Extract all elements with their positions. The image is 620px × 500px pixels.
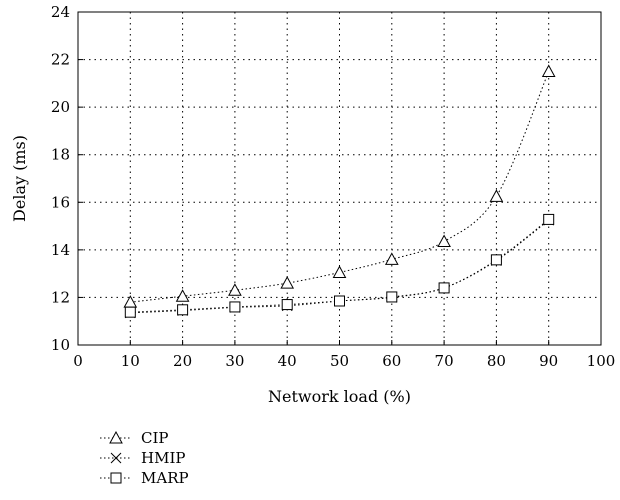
x-tick-label: 50	[330, 352, 349, 370]
data-point-cip	[228, 283, 242, 296]
data-point-marp	[386, 291, 398, 303]
x-tick-label: 100	[587, 352, 616, 370]
legend-item-cip: CIP	[100, 429, 169, 447]
legend-label: HMIP	[141, 449, 185, 467]
data-point-cip	[489, 189, 504, 202]
legend-marker-cip	[109, 430, 123, 444]
data-point-marp	[229, 301, 241, 313]
x-tick-label: 80	[487, 352, 506, 370]
x-tick-label: 10	[121, 352, 140, 370]
legend-item-hmip: HMIP	[100, 449, 185, 467]
series-line-marp	[130, 219, 550, 313]
series-line-cip	[130, 71, 550, 303]
data-point-cip	[541, 64, 556, 77]
legend: CIP HMIP MARP	[100, 429, 189, 487]
y-tick-label: 10	[51, 336, 70, 354]
legend-marker-hmip	[110, 452, 122, 464]
legend-label: MARP	[141, 469, 189, 487]
y-tick-label: 20	[51, 98, 70, 116]
y-tick-label: 18	[51, 146, 70, 164]
y-tick-label: 16	[51, 193, 70, 211]
data-point-marp	[490, 254, 502, 266]
y-tick-label: 24	[51, 3, 70, 21]
series-line-hmip	[130, 219, 550, 314]
data-point-cip	[332, 265, 347, 278]
series-lines	[130, 71, 550, 314]
data-point-marp	[438, 282, 450, 294]
series-markers	[123, 64, 556, 319]
legend-item-marp: MARP	[100, 469, 189, 487]
data-point-marp	[177, 304, 189, 316]
data-point-cip	[280, 276, 295, 289]
grid	[78, 12, 601, 345]
y-tick-label: 12	[51, 288, 70, 306]
y-tick-label: 22	[51, 51, 70, 69]
y-tick-label: 14	[51, 241, 70, 259]
x-axis-title: Network load (%)	[268, 387, 411, 406]
legend-label: CIP	[141, 429, 169, 447]
data-point-marp	[334, 295, 345, 307]
x-tick-label: 20	[173, 352, 192, 370]
x-tick-label: 0	[73, 352, 83, 370]
data-point-cip	[175, 289, 190, 302]
x-tick-label: 70	[435, 352, 454, 370]
data-point-cip	[384, 252, 399, 265]
x-tick-label: 60	[382, 352, 401, 370]
x-tick-label: 90	[539, 352, 558, 370]
legend-marker-marp	[110, 472, 122, 484]
data-point-cip	[437, 234, 451, 248]
data-point-marp	[124, 306, 136, 318]
x-tick-label: 40	[278, 352, 297, 370]
data-point-marp	[543, 213, 555, 225]
x-tick-label: 30	[225, 352, 244, 370]
data-point-marp	[281, 299, 293, 311]
y-axis-title: Delay (ms)	[10, 135, 29, 222]
